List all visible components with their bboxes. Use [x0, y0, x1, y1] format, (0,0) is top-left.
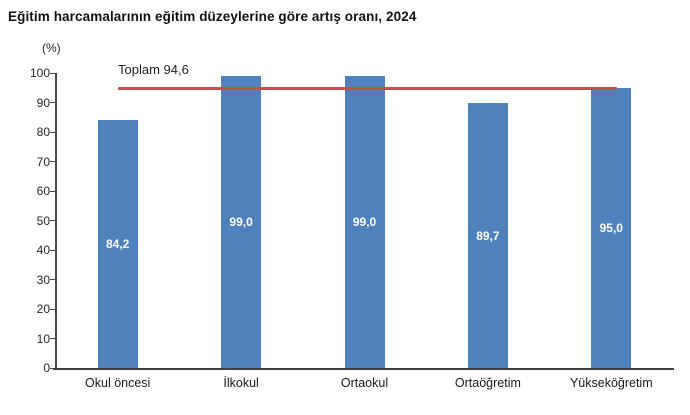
bar-value-label: 99,0	[229, 214, 253, 229]
reference-line	[118, 87, 617, 91]
bar-3: 89,7	[467, 103, 508, 368]
bar-1: 99,0	[221, 75, 262, 368]
y-tick-mark	[50, 338, 56, 339]
bar-value-label: 84,2	[106, 236, 130, 251]
y-tick-label: 10	[36, 331, 50, 346]
y-tick-label: 0	[43, 361, 50, 375]
y-axis-unit-label: (%)	[42, 41, 61, 55]
bar-value-label: 95,0	[599, 220, 623, 235]
x-category-label: Yükseköğretim	[569, 376, 653, 390]
x-category-label: Ortaokul	[340, 376, 389, 390]
y-tick-label: 20	[36, 302, 50, 316]
bar-4: 95,0	[591, 87, 632, 368]
y-tick-mark	[50, 190, 56, 192]
y-tick-label: 80	[36, 125, 50, 139]
y-tick-mark	[50, 72, 56, 74]
chart-title: Eğitim harcamalarının eğitim düzeylerine…	[8, 9, 417, 24]
y-tick-label: 70	[36, 154, 50, 169]
plot-area: 0 10 20 30 40 50 60 70 80 90 100 84,2 99,0 99,0 89,7 9…	[30, 62, 674, 390]
y-tick-mark	[50, 249, 56, 251]
bar-0: 84,2	[97, 119, 138, 368]
reference-line-label: Toplam 94,6	[118, 62, 189, 77]
y-tick-label: 60	[36, 184, 50, 198]
bar-value-label: 99,0	[352, 214, 377, 229]
x-category-label: Okul öncesi	[85, 376, 151, 390]
x-category-label: Ortaöğretim	[454, 376, 521, 390]
y-tick-label: 90	[36, 95, 50, 110]
bar-value-label: 89,7	[476, 228, 500, 243]
y-tick-mark	[50, 279, 56, 280]
y-tick-mark	[50, 220, 56, 221]
y-tick-label: 100	[29, 66, 50, 80]
y-axis-line	[55, 73, 57, 369]
y-tick-mark	[50, 161, 56, 162]
x-axis-line	[53, 368, 674, 370]
y-tick-label: 40	[36, 243, 50, 257]
y-tick-mark	[50, 102, 56, 103]
y-tick-mark	[50, 308, 56, 310]
x-category-label: İlkokul	[223, 376, 259, 390]
bar-2: 99,0	[344, 75, 385, 368]
y-tick-label: 50	[36, 213, 50, 228]
y-tick-label: 30	[36, 272, 50, 287]
y-tick-mark	[50, 131, 56, 133]
